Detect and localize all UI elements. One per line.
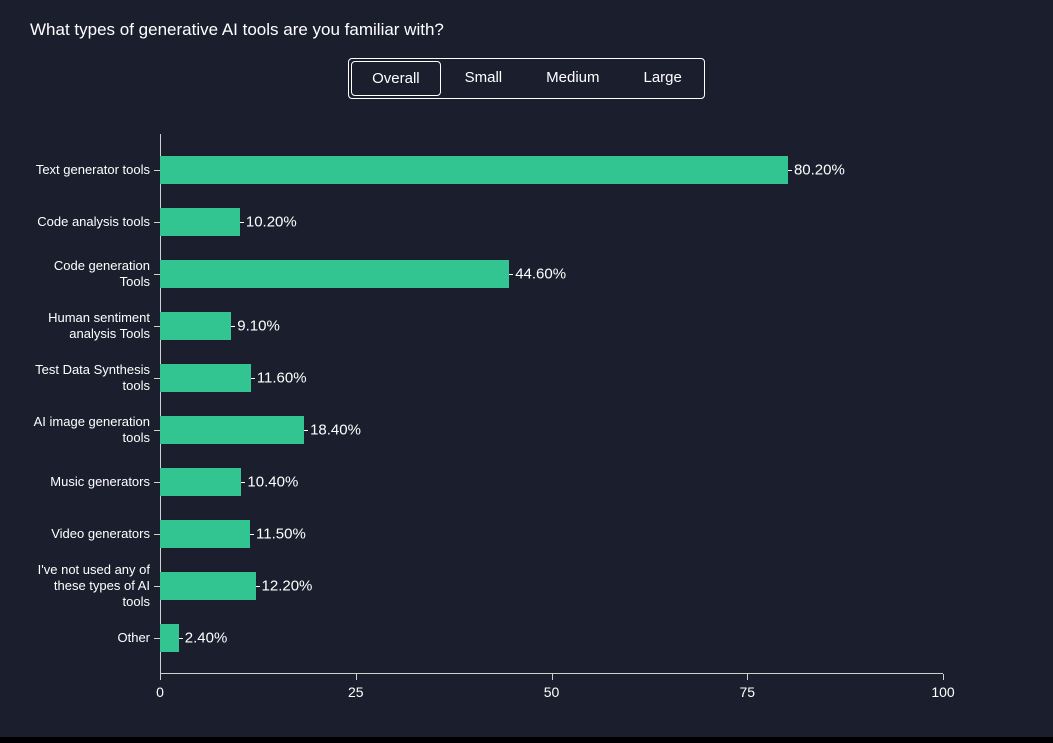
x-tick [552, 674, 553, 680]
bar: 9.10% [160, 312, 231, 340]
category-label: Other [32, 630, 160, 646]
chart-area: 0255075100Text generator tools80.20%Code… [30, 124, 1023, 704]
bar-row: Code analysis tools10.20% [160, 208, 943, 236]
x-tick-label: 50 [544, 684, 560, 700]
tab-group: OverallSmallMediumLarge [348, 58, 705, 99]
bar-row: Test Data Synthesis tools11.60% [160, 364, 943, 392]
value-label: 10.40% [241, 474, 298, 491]
bar: 44.60% [160, 260, 509, 288]
category-label: AI image generation tools [32, 414, 160, 447]
value-label: 9.10% [231, 318, 280, 335]
plot-area: 0255075100Text generator tools80.20%Code… [160, 134, 943, 674]
bar-row: I've not used any of these types of AI t… [160, 572, 943, 600]
tab-overall[interactable]: Overall [351, 61, 441, 96]
bar-row: Human sentiment analysis Tools9.10% [160, 312, 943, 340]
value-label: 18.40% [304, 422, 361, 439]
bar-row: AI image generation tools18.40% [160, 416, 943, 444]
value-label: 11.60% [251, 370, 307, 387]
chart-container: What types of generative AI tools are yo… [0, 0, 1053, 743]
value-label: 10.20% [240, 214, 297, 231]
bar: 2.40% [160, 624, 179, 652]
category-label: Code analysis tools [32, 214, 160, 230]
value-label: 44.60% [509, 266, 566, 283]
chart-title: What types of generative AI tools are yo… [30, 20, 1023, 40]
tab-medium[interactable]: Medium [524, 59, 621, 98]
category-label: Code generation Tools [32, 258, 160, 291]
x-tick-label: 100 [931, 684, 954, 700]
tab-large[interactable]: Large [622, 59, 704, 98]
category-label: Test Data Synthesis tools [32, 362, 160, 395]
bar-row: Video generators11.50% [160, 520, 943, 548]
category-label: Human sentiment analysis Tools [32, 310, 160, 343]
x-tick [160, 674, 161, 680]
x-tick [943, 674, 944, 680]
category-label: Text generator tools [32, 162, 160, 178]
value-label: 11.50% [250, 526, 306, 543]
bar-row: Text generator tools80.20% [160, 156, 943, 184]
x-tick-label: 0 [156, 684, 164, 700]
bar: 10.40% [160, 468, 241, 496]
bar-row: Music generators10.40% [160, 468, 943, 496]
bar: 10.20% [160, 208, 240, 236]
x-tick-label: 75 [739, 684, 755, 700]
value-label: 12.20% [256, 578, 313, 595]
bar-row: Other2.40% [160, 624, 943, 652]
bar: 80.20% [160, 156, 788, 184]
bottom-stripe [0, 737, 1053, 743]
bar: 12.20% [160, 572, 256, 600]
x-tick [356, 674, 357, 680]
bar: 11.50% [160, 520, 250, 548]
category-label: Music generators [32, 474, 160, 490]
x-tick-label: 25 [348, 684, 364, 700]
bar: 18.40% [160, 416, 304, 444]
value-label: 80.20% [788, 162, 845, 179]
bar: 11.60% [160, 364, 251, 392]
bar-row: Code generation Tools44.60% [160, 260, 943, 288]
tab-bar: OverallSmallMediumLarge [30, 58, 1023, 99]
category-label: I've not used any of these types of AI t… [32, 562, 160, 611]
tab-small[interactable]: Small [443, 59, 525, 98]
category-label: Video generators [32, 526, 160, 542]
x-tick [747, 674, 748, 680]
value-label: 2.40% [179, 630, 228, 647]
